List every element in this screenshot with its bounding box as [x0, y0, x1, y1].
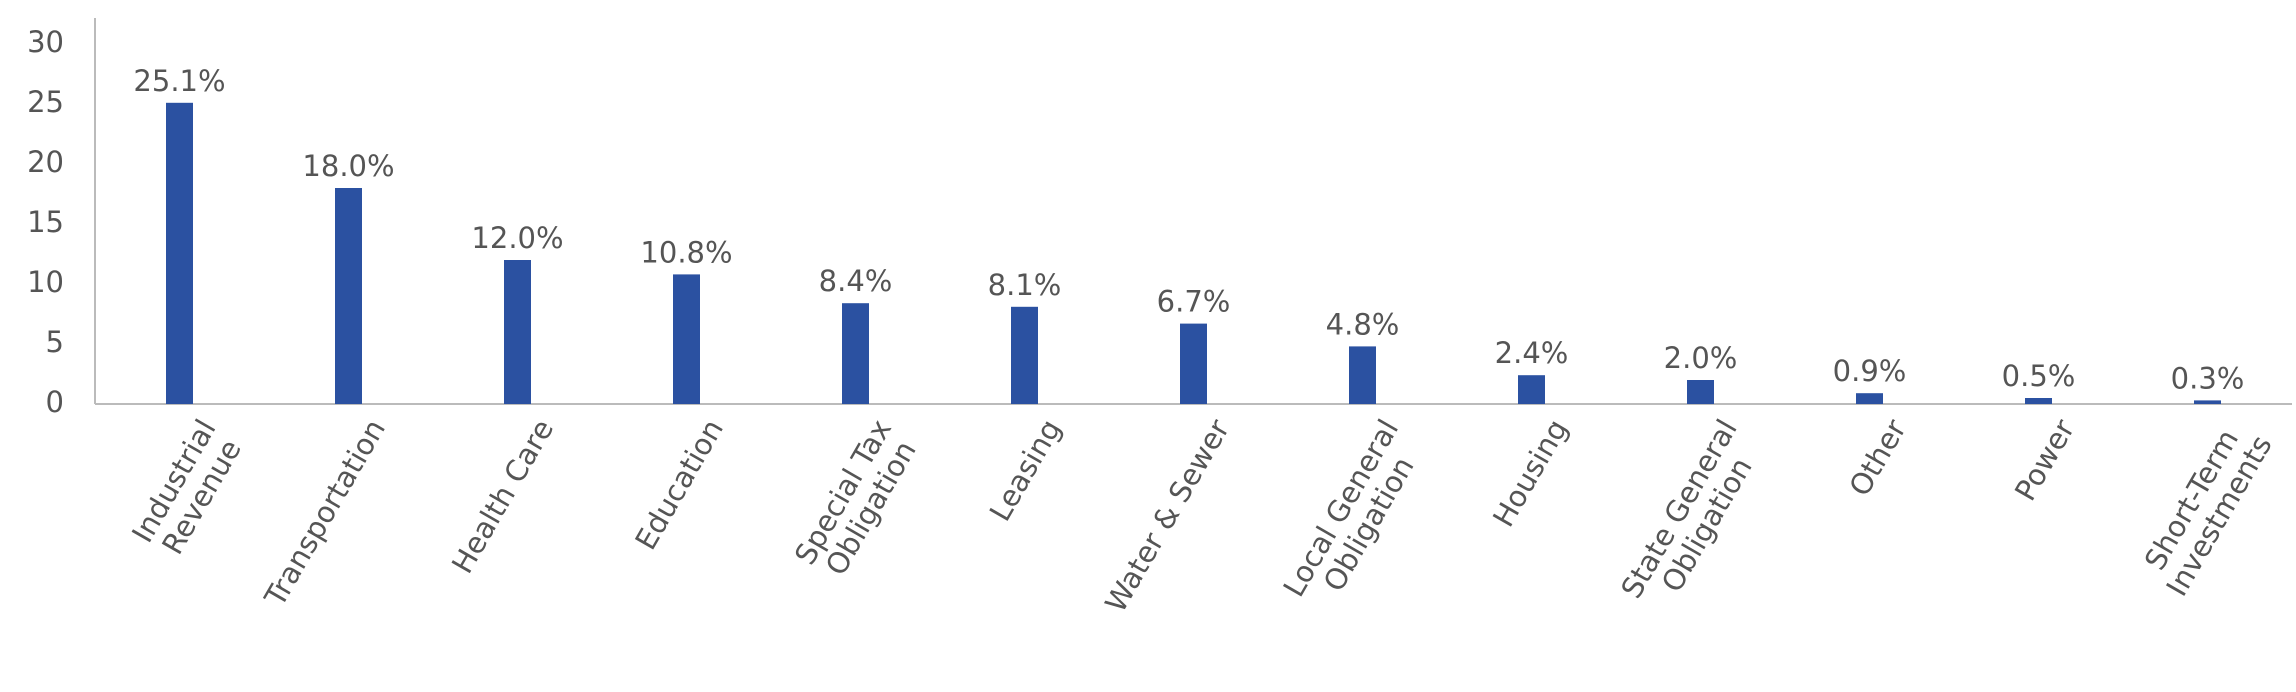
y-tick-label: 5 [46, 325, 64, 359]
value-label: 8.4% [819, 264, 893, 298]
value-label: 0.3% [2171, 361, 2245, 395]
bar [1518, 375, 1545, 404]
y-tick-label: 20 [27, 145, 64, 179]
value-label: 12.0% [471, 221, 563, 255]
y-tick-label: 25 [27, 85, 64, 119]
value-label: 6.7% [1157, 285, 1231, 319]
bar [1687, 380, 1714, 404]
bar [1856, 393, 1883, 404]
y-tick-label: 10 [27, 265, 64, 299]
y-tick-label: 15 [27, 205, 64, 239]
value-label: 18.0% [302, 149, 394, 183]
bar [1349, 346, 1376, 404]
bar [1011, 306, 1038, 404]
y-tick-label: 30 [27, 25, 64, 59]
value-label: 0.9% [1833, 354, 1907, 388]
value-label: 25.1% [133, 64, 225, 98]
bar [504, 260, 531, 404]
bar [2025, 398, 2052, 404]
bar [673, 274, 700, 404]
value-label: 0.5% [2002, 359, 2076, 393]
value-label: 4.8% [1326, 307, 1400, 341]
bar [842, 303, 869, 404]
value-label: 8.1% [988, 268, 1062, 302]
value-label: 2.4% [1495, 336, 1569, 370]
y-tick-label: 0 [46, 385, 64, 419]
bar [335, 188, 362, 404]
bar [166, 102, 193, 405]
value-label: 2.0% [1664, 341, 1738, 375]
bar [2194, 400, 2221, 404]
value-label: 10.8% [640, 235, 732, 269]
bar [1180, 323, 1207, 404]
